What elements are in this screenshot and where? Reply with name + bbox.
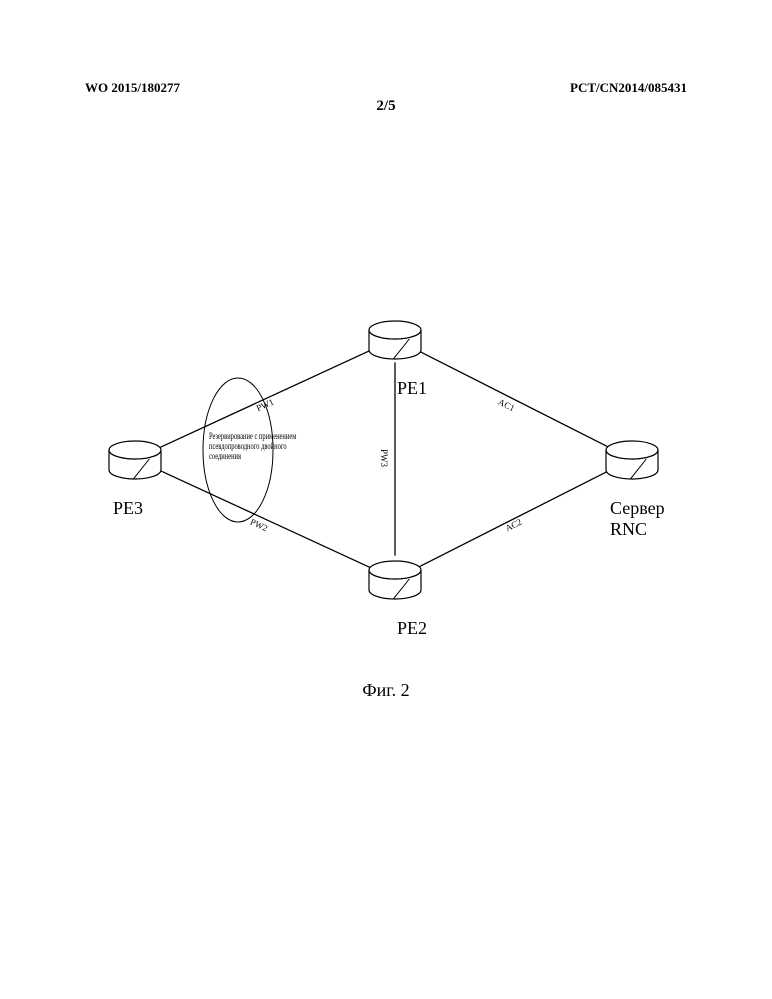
header-right: PCT/CN2014/085431: [570, 80, 687, 96]
node-label-pe1: PE1: [397, 378, 427, 399]
page-number: 2/5: [376, 98, 395, 115]
page: WO 2015/180277 PCT/CN2014/085431 2/5 PW1…: [0, 0, 772, 999]
figure-caption: Фиг. 2: [362, 680, 409, 701]
network-diagram: PW1PW2PW3AC1AC2Резервирование с применен…: [80, 295, 692, 625]
header-left: WO 2015/180277: [85, 80, 180, 96]
reservation-label: Резервирование с применением псевдопрово…: [209, 432, 310, 462]
edge-label-pw3: PW3: [379, 449, 389, 467]
node-label-rnc: Сервер RNC: [610, 498, 692, 540]
node-label-pe3: PE3: [113, 498, 143, 519]
node-label-pe2: PE2: [397, 618, 427, 639]
